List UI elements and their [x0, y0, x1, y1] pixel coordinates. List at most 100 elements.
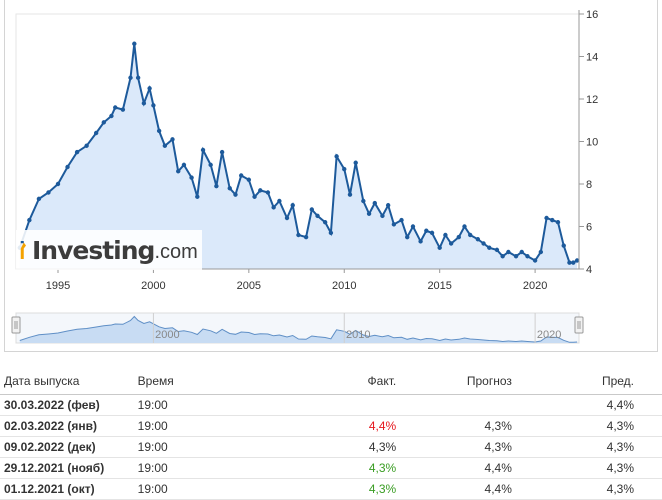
- data-point: [405, 234, 410, 240]
- data-point: [128, 75, 133, 80]
- data-point: [410, 224, 416, 229]
- data-point: [162, 143, 168, 148]
- navigator-area: [19, 316, 578, 343]
- y-tick-label: 14: [586, 52, 598, 64]
- navigator-tick-label: 2000: [155, 329, 179, 341]
- data-point: [181, 162, 187, 168]
- data-point: [290, 203, 295, 208]
- cell-time: 19:00: [133, 394, 301, 416]
- data-point: [214, 183, 219, 189]
- data-point: [246, 177, 252, 182]
- data-point: [296, 232, 301, 238]
- data-point: [532, 258, 538, 263]
- data-point: [189, 175, 194, 180]
- data-point: [265, 190, 271, 195]
- header-forecast[interactable]: Прогноз: [424, 368, 540, 395]
- cell-previous: 4,3%: [539, 415, 662, 437]
- cell-date: 29.12.2021 (нояб): [0, 457, 134, 479]
- cell-date: 02.03.2022 (янв): [0, 415, 134, 437]
- data-point: [93, 130, 99, 136]
- data-point: [195, 194, 200, 199]
- x-tick-label: 2015: [427, 280, 451, 292]
- cell-actual: 4,3%: [300, 436, 425, 458]
- navigator-left-handle[interactable]: [11, 316, 21, 334]
- data-point: [342, 166, 347, 172]
- data-point: [200, 147, 206, 153]
- data-point: [347, 192, 353, 197]
- logo-text: Investing: [32, 235, 155, 265]
- table-row: 02.03.2022 (янв) 19:00 4,4% 4,3% 4,3%: [0, 415, 662, 437]
- data-point: [315, 213, 320, 219]
- data-point: [277, 198, 282, 204]
- navigator-right-handle[interactable]: [574, 316, 584, 334]
- x-tick-label: 2005: [237, 280, 261, 292]
- x-tick-label: 2010: [332, 280, 356, 292]
- y-tick-label: 8: [586, 179, 592, 191]
- data-point: [475, 237, 481, 242]
- data-point: [481, 241, 486, 246]
- header-date[interactable]: Дата выпуска: [0, 368, 134, 395]
- chart-panel: 4 6 8 10 12 14 16 1995 2000 2005 2010 2015 2020 2000 2…: [4, 0, 658, 352]
- y-tick-label: 10: [586, 137, 598, 149]
- y-tick-label: 4: [586, 264, 592, 276]
- data-point: [443, 232, 448, 238]
- header-previous[interactable]: Пред.: [539, 368, 662, 395]
- header-actual[interactable]: Факт.: [300, 368, 425, 395]
- data-point: [74, 149, 80, 155]
- table-row: 01.12.2021 (окт) 19:00 4,3% 4,4% 4,3%: [0, 478, 662, 500]
- cell-forecast: 4,3%: [424, 436, 540, 458]
- cell-actual: 4,3%: [300, 457, 425, 479]
- data-point: [391, 222, 397, 227]
- cell-time: 19:00: [133, 436, 301, 458]
- data-point: [361, 198, 366, 204]
- investing-logo: Investing .com: [16, 230, 202, 270]
- data-point: [284, 215, 290, 221]
- cell-previous: 4,3%: [539, 478, 662, 500]
- cell-forecast: 4,4%: [424, 457, 540, 479]
- cell-forecast: [424, 394, 540, 416]
- data-point: [538, 249, 544, 255]
- header-time[interactable]: Время: [133, 368, 301, 395]
- cell-time: 19:00: [133, 457, 301, 479]
- cell-date: 09.02.2022 (дек): [0, 436, 134, 458]
- data-point: [271, 205, 276, 210]
- data-point: [109, 113, 114, 119]
- data-point: [513, 254, 519, 259]
- cell-forecast: 4,4%: [424, 478, 540, 500]
- data-point: [462, 224, 467, 229]
- data-point: [84, 143, 89, 148]
- data-point: [353, 160, 358, 165]
- data-point: [494, 247, 500, 253]
- data-point: [372, 200, 377, 206]
- data-point: [156, 128, 162, 134]
- data-point: [227, 186, 232, 191]
- data-point: [147, 86, 152, 91]
- data-point: [506, 249, 511, 255]
- data-point: [176, 169, 181, 174]
- y-tick-label: 6: [586, 222, 592, 234]
- data-point: [36, 196, 42, 202]
- data-point: [219, 149, 225, 155]
- data-point: [151, 103, 156, 108]
- data-point: [561, 243, 566, 248]
- data-point: [135, 75, 141, 80]
- navigator-line: [19, 315, 578, 343]
- chart-svg: 4 6 8 10 12 14 16 1995 2000 2005 2010 2015 2020 2000 2…: [11, 9, 598, 344]
- data-point: [456, 234, 461, 240]
- data-point: [328, 230, 334, 236]
- data-point: [380, 213, 385, 219]
- table-header-row: Дата выпуска Время Факт. Прогноз Пред.: [0, 368, 662, 395]
- data-point: [101, 120, 106, 125]
- table-row: 29.12.2021 (нояб) 19:00 4,3% 4,4% 4,3%: [0, 457, 662, 479]
- data-point: [170, 137, 175, 142]
- cell-actual: 4,3%: [300, 478, 425, 500]
- data-point: [334, 154, 339, 159]
- cell-forecast: 4,3%: [424, 415, 540, 437]
- data-point: [418, 239, 423, 244]
- series-area: [19, 43, 578, 269]
- data-point: [571, 260, 576, 265]
- logo-mark-icon: [20, 241, 26, 259]
- data-point: [429, 230, 435, 236]
- cell-time: 19:00: [133, 415, 301, 437]
- data-point: [113, 105, 118, 110]
